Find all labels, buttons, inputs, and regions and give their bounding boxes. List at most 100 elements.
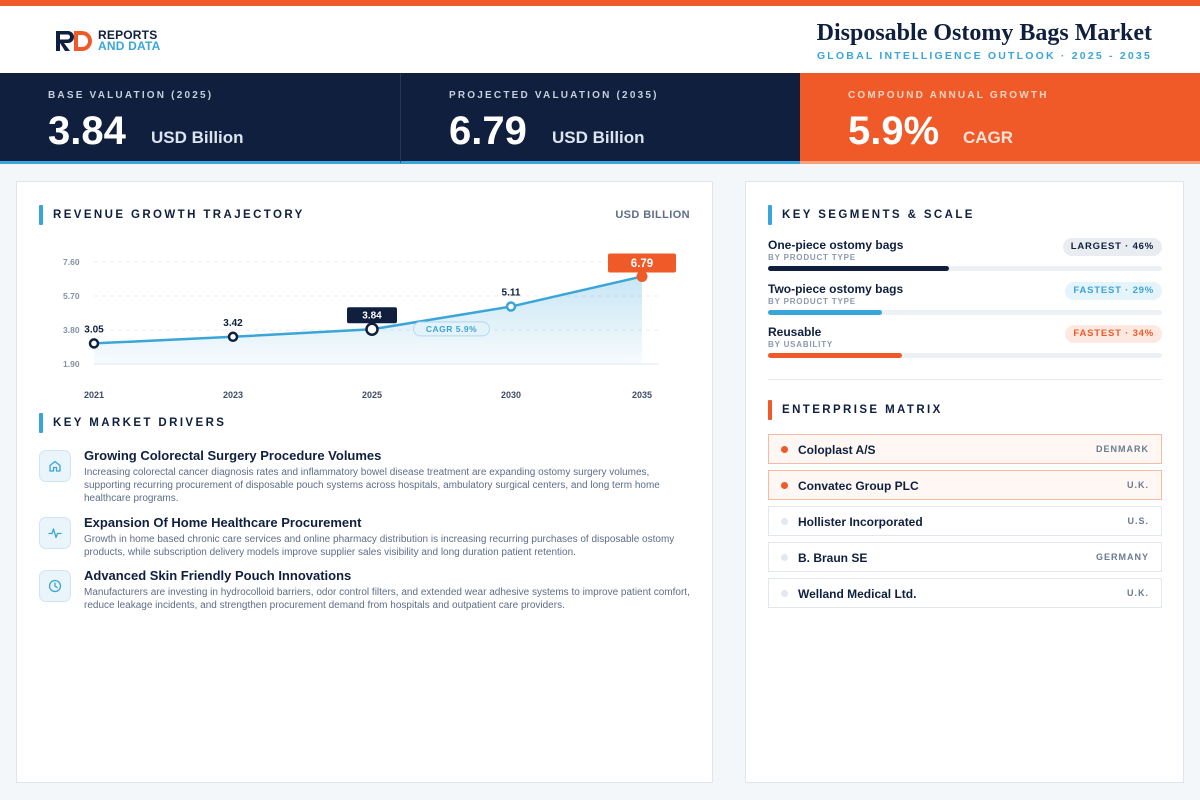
segment-progress-fill xyxy=(768,353,902,358)
top-accent-bar xyxy=(0,0,1200,6)
revenue-drivers-card: REVENUE GROWTH TRAJECTORY USD BILLION 1.… xyxy=(16,181,713,783)
segment-item: Reusable BY USABILITY FASTEST · 34% xyxy=(768,325,1162,365)
logo-mark-icon xyxy=(56,31,92,51)
activity-icon xyxy=(39,517,71,549)
section-accent-bar xyxy=(39,413,43,433)
section-divider xyxy=(768,379,1162,380)
data-label: 5.11 xyxy=(502,288,521,299)
segment-progress-fill xyxy=(768,310,883,315)
segments-matrix-card: KEY SEGMENTS & SCALE One-piece ostomy ba… xyxy=(745,181,1184,783)
page-header: REPORTS AND DATA Disposable Ostomy Bags … xyxy=(0,6,1200,73)
kpi-label: BASE VALUATION (2025) xyxy=(48,90,214,101)
page-subtitle: GLOBAL INTELLIGENCE OUTLOOK · 2025 - 203… xyxy=(816,50,1152,62)
company-country: U.K. xyxy=(1127,480,1149,490)
cagr-annotation-label: CAGR 5.9% xyxy=(426,324,477,334)
company-row[interactable]: Coloplast A/S DENMARK xyxy=(768,434,1162,464)
segment-name: Reusable xyxy=(768,325,822,339)
data-label: 3.84 xyxy=(362,310,382,321)
data-label-box xyxy=(347,307,397,324)
x-tick-label: 2030 xyxy=(501,390,521,400)
matrix-section-title: ENTERPRISE MATRIX xyxy=(782,404,943,416)
segment-progress-track xyxy=(768,310,1162,315)
company-country: GERMANY xyxy=(1095,552,1149,562)
company-row[interactable]: Hollister Incorporated U.S. xyxy=(768,506,1162,536)
drivers-section-header: KEY MARKET DRIVERS xyxy=(39,413,226,433)
segment-item: One-piece ostomy bags BY PRODUCT TYPE LA… xyxy=(768,238,1162,278)
cagr-annotation-pill xyxy=(413,321,490,337)
company-row[interactable]: Convatec Group PLC U.K. xyxy=(768,470,1162,500)
company-country: U.K. xyxy=(1127,588,1149,598)
driver-title: Expansion Of Home Healthcare Procurement xyxy=(84,515,362,530)
kpi-strip: BASE VALUATION (2025) 3.84 USD Billion P… xyxy=(0,73,1200,164)
company-row[interactable]: B. Braun SE GERMANY xyxy=(768,542,1162,572)
segment-category: BY PRODUCT TYPE xyxy=(768,253,856,262)
x-tick-label: 2035 xyxy=(632,390,652,400)
kpi-label: COMPOUND ANNUAL GROWTH xyxy=(848,90,1049,101)
revenue-line-chart: 1.90 3.80 5.70 7.60 CAGR 5.9% 3.05 2021 3.42 202… xyxy=(63,253,676,400)
x-tick-label: 2023 xyxy=(223,390,243,400)
company-name: Convatec Group PLC xyxy=(798,479,919,493)
y-tick-label: 5.70 xyxy=(63,291,80,301)
kpi-value: 5.9% xyxy=(848,109,940,153)
company-name: B. Braun SE xyxy=(798,551,868,565)
driver-description: Growth in home based chronic care servic… xyxy=(84,534,675,559)
driver-description: Increasing colorectal cancer diagnosis r… xyxy=(84,467,660,505)
data-label: 6.79 xyxy=(631,258,653,270)
segment-badge: LARGEST · 46% xyxy=(1062,238,1162,256)
data-point xyxy=(88,338,100,349)
segments-section-header: KEY SEGMENTS & SCALE xyxy=(768,205,975,225)
brand-logo[interactable]: REPORTS AND DATA xyxy=(54,28,160,54)
kpi-cagr: COMPOUND ANNUAL GROWTH 5.9% CAGR xyxy=(800,73,1200,164)
segment-item: Two-piece ostomy bags BY PRODUCT TYPE FA… xyxy=(768,282,1162,322)
data-point xyxy=(365,322,379,337)
kpi-value: 3.84 xyxy=(48,109,126,153)
company-marker-dot xyxy=(781,482,788,489)
company-name: Hollister Incorporated xyxy=(798,515,923,529)
kpi-unit: USD Billion xyxy=(151,128,244,147)
company-marker-dot xyxy=(781,590,788,597)
x-tick-label: 2021 xyxy=(84,390,104,400)
revenue-section-header: REVENUE GROWTH TRAJECTORY xyxy=(39,205,305,225)
company-country: U.S. xyxy=(1127,516,1149,526)
company-marker-dot xyxy=(781,554,788,561)
company-name: Welland Medical Ltd. xyxy=(798,587,917,601)
section-accent-bar xyxy=(768,400,772,420)
segment-progress-track xyxy=(768,266,1162,271)
segment-badge: FASTEST · 34% xyxy=(1065,325,1162,343)
data-label: 3.42 xyxy=(223,318,243,329)
company-row[interactable]: Welland Medical Ltd. U.K. xyxy=(768,578,1162,608)
page-title: Disposable Ostomy Bags Market xyxy=(816,20,1152,46)
logo-text-line1: REPORTS xyxy=(98,28,158,42)
clock-icon xyxy=(39,570,71,602)
drivers-section-title: KEY MARKET DRIVERS xyxy=(53,417,227,429)
data-label-box xyxy=(608,253,676,273)
segment-name: One-piece ostomy bags xyxy=(768,238,904,252)
company-marker-dot xyxy=(781,518,788,525)
data-point xyxy=(636,270,648,282)
kpi-value: 6.79 xyxy=(449,109,527,153)
company-marker-dot xyxy=(781,446,788,453)
company-country: DENMARK xyxy=(1096,444,1149,454)
data-point xyxy=(505,301,517,312)
x-tick-label: 2025 xyxy=(362,390,382,400)
driver-title: Growing Colorectal Surgery Procedure Vol… xyxy=(84,448,382,463)
segment-progress-track xyxy=(768,353,1162,358)
data-label: 3.05 xyxy=(84,324,104,335)
section-accent-bar xyxy=(39,205,43,225)
kpi-unit: USD Billion xyxy=(552,128,645,147)
kpi-label: PROJECTED VALUATION (2035) xyxy=(449,90,659,101)
segment-name: Two-piece ostomy bags xyxy=(768,282,904,296)
y-tick-label: 1.90 xyxy=(63,359,80,369)
home-icon xyxy=(39,450,71,482)
matrix-section-header: ENTERPRISE MATRIX xyxy=(768,400,943,420)
kpi-base-valuation: BASE VALUATION (2025) 3.84 USD Billion xyxy=(0,73,400,164)
section-accent-bar xyxy=(768,205,772,225)
segments-section-title: KEY SEGMENTS & SCALE xyxy=(782,209,975,221)
segment-category: BY USABILITY xyxy=(768,340,834,349)
segment-badge: FASTEST · 29% xyxy=(1065,282,1162,300)
driver-title: Advanced Skin Friendly Pouch Innovations xyxy=(84,568,352,583)
kpi-projected-valuation: PROJECTED VALUATION (2035) 6.79 USD Bill… xyxy=(400,73,800,164)
area-fill xyxy=(94,276,642,364)
revenue-section-title: REVENUE GROWTH TRAJECTORY xyxy=(53,209,305,221)
logo-text-line2: AND DATA xyxy=(98,39,161,53)
